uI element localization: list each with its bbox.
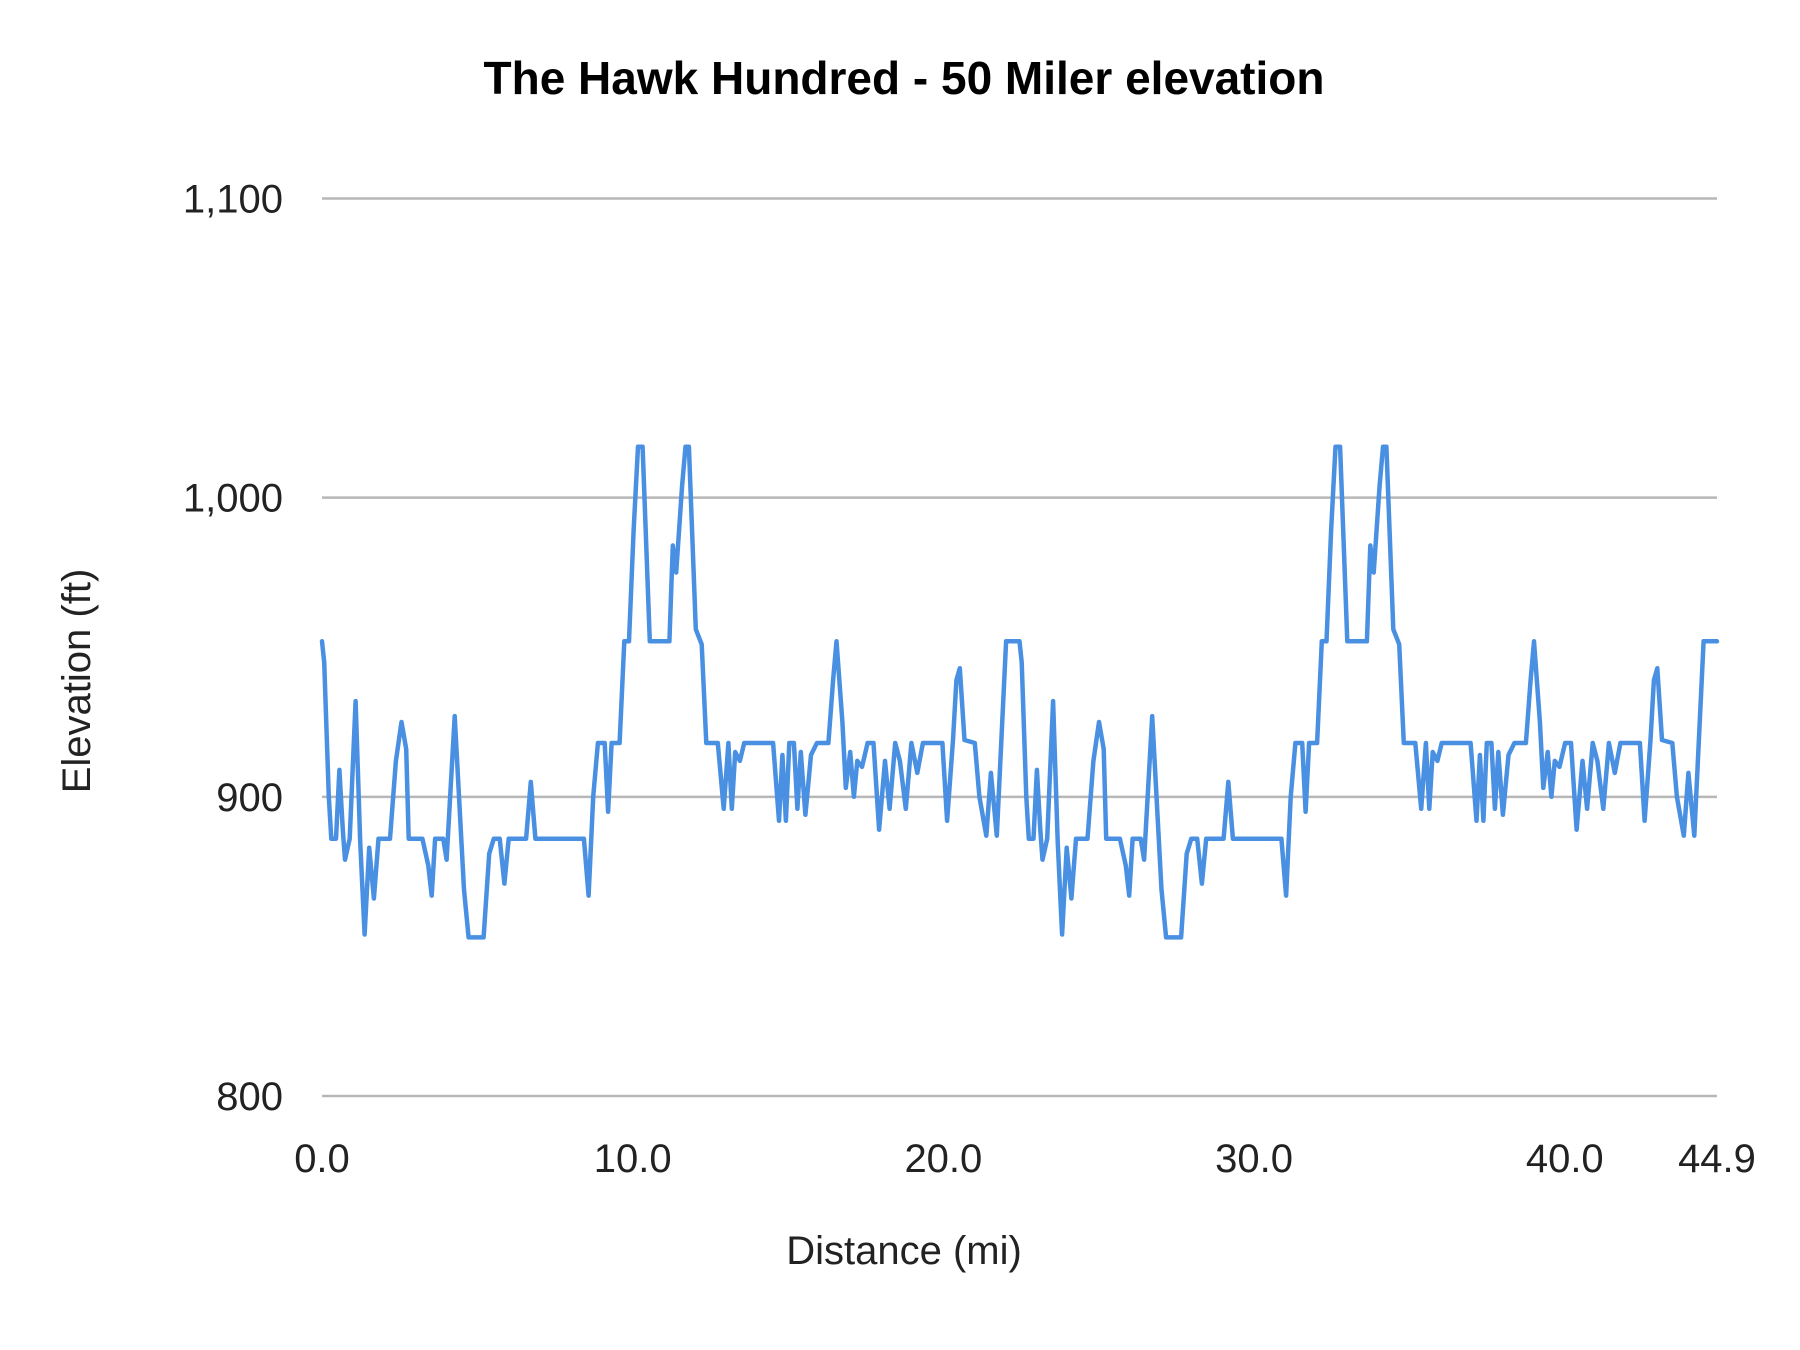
y-tick-label: 800 [216, 1075, 283, 1119]
x-tick-label: 30.0 [1215, 1137, 1293, 1181]
x-axis-title: Distance (mi) [786, 1229, 1022, 1273]
chart-title: The Hawk Hundred - 50 Miler elevation [484, 52, 1325, 104]
elevation-line [319, 444, 1720, 940]
x-tick-label: 10.0 [594, 1137, 672, 1181]
y-tick-label: 900 [216, 776, 283, 820]
x-tick-label: 40.0 [1526, 1137, 1604, 1181]
y-axis-title: Elevation (ft) [55, 569, 99, 794]
x-tick-labels: 0.0 10.0 20.0 30.0 40.0 44.9 [294, 1137, 1756, 1181]
y-tick-labels: 800 900 1,000 1,100 [183, 178, 283, 1120]
y-tick-label: 1,100 [183, 178, 283, 222]
series-group [319, 444, 1720, 940]
x-tick-label: 44.9 [1678, 1137, 1756, 1181]
x-tick-label: 20.0 [904, 1137, 982, 1181]
y-tick-label: 1,000 [183, 477, 283, 521]
x-tick-label: 0.0 [294, 1137, 350, 1181]
